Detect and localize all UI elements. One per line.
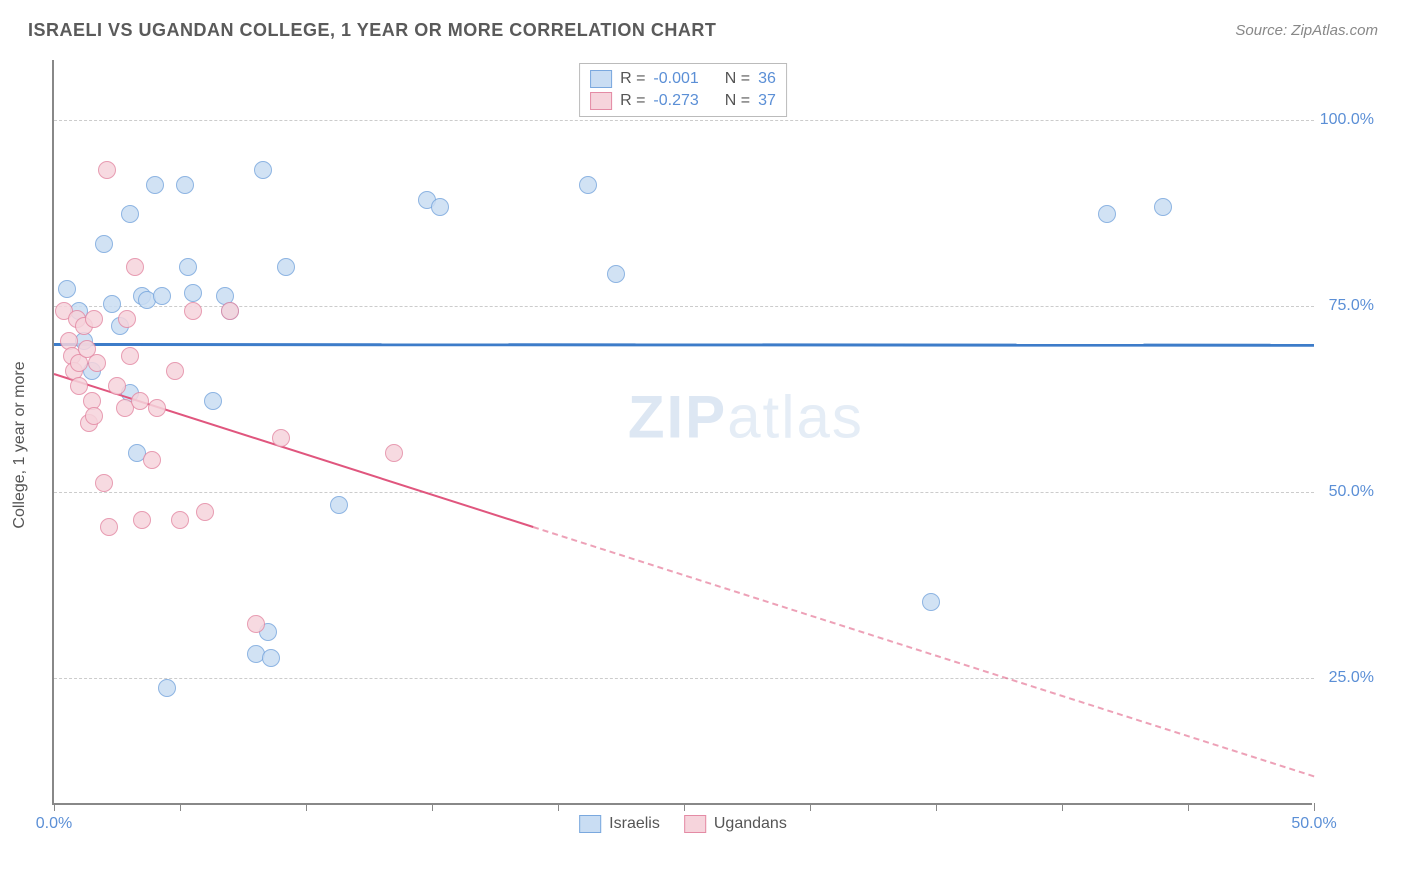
data-point <box>247 615 265 633</box>
x-tick <box>180 803 181 811</box>
legend-r-label: R = <box>620 92 645 110</box>
legend-n-label: N = <box>725 92 750 110</box>
data-point <box>85 310 103 328</box>
data-point <box>579 176 597 194</box>
y-tick-label: 50.0% <box>1329 483 1374 501</box>
data-point <box>184 284 202 302</box>
watermark-bold: ZIP <box>628 383 727 450</box>
data-point <box>131 392 149 410</box>
trendline <box>532 526 1314 777</box>
data-point <box>330 496 348 514</box>
legend-r-value: -0.001 <box>653 70 698 88</box>
data-point <box>179 258 197 276</box>
data-point <box>158 679 176 697</box>
chart-source: Source: ZipAtlas.com <box>1235 22 1378 39</box>
data-point <box>98 161 116 179</box>
data-point <box>70 377 88 395</box>
data-point <box>85 407 103 425</box>
data-point <box>95 235 113 253</box>
source-value: ZipAtlas.com <box>1291 22 1378 39</box>
legend-swatch <box>684 815 706 833</box>
data-point <box>126 258 144 276</box>
x-tick <box>1314 803 1315 811</box>
y-axis-label: College, 1 year or more <box>11 361 29 528</box>
data-point <box>121 205 139 223</box>
source-label: Source: <box>1235 22 1291 39</box>
watermark: ZIPatlas <box>628 382 864 451</box>
data-point <box>272 429 290 447</box>
x-tick <box>54 803 55 811</box>
legend-series-label: Israelis <box>609 815 660 833</box>
data-point <box>88 354 106 372</box>
legend-series: Israelis Ugandans <box>579 815 787 833</box>
legend-correlation: R = -0.001 N = 36 R = -0.273 N = 37 <box>579 63 787 117</box>
data-point <box>100 518 118 536</box>
legend-n-value: 36 <box>758 70 776 88</box>
x-tick <box>810 803 811 811</box>
data-point <box>254 161 272 179</box>
x-tick <box>1062 803 1063 811</box>
gridline <box>54 492 1314 493</box>
legend-swatch <box>579 815 601 833</box>
data-point <box>108 377 126 395</box>
data-point <box>184 302 202 320</box>
data-point <box>153 287 171 305</box>
legend-r-label: R = <box>620 70 645 88</box>
legend-r-value: -0.273 <box>653 92 698 110</box>
legend-n-value: 37 <box>758 92 776 110</box>
x-tick-label: 50.0% <box>1291 815 1336 833</box>
data-point <box>143 451 161 469</box>
y-tick-label: 75.0% <box>1329 297 1374 315</box>
data-point <box>922 593 940 611</box>
data-point <box>171 511 189 529</box>
legend-series-item: Israelis <box>579 815 660 833</box>
x-tick <box>558 803 559 811</box>
watermark-thin: atlas <box>727 383 864 450</box>
x-tick <box>432 803 433 811</box>
data-point <box>221 302 239 320</box>
x-tick <box>306 803 307 811</box>
data-point <box>196 503 214 521</box>
data-point <box>118 310 136 328</box>
chart-header: ISRAELI VS UGANDAN COLLEGE, 1 YEAR OR MO… <box>0 0 1406 51</box>
legend-row: R = -0.273 N = 37 <box>590 90 776 112</box>
data-point <box>103 295 121 313</box>
gridline <box>54 306 1314 307</box>
legend-swatch <box>590 92 612 110</box>
legend-series-label: Ugandans <box>714 815 787 833</box>
data-point <box>1154 198 1172 216</box>
legend-series-item: Ugandans <box>684 815 787 833</box>
trendline <box>54 373 533 528</box>
chart-title: ISRAELI VS UGANDAN COLLEGE, 1 YEAR OR MO… <box>28 20 716 41</box>
gridline <box>54 678 1314 679</box>
data-point <box>1098 205 1116 223</box>
data-point <box>121 347 139 365</box>
gridline <box>54 120 1314 121</box>
y-tick-label: 100.0% <box>1320 111 1374 129</box>
legend-swatch <box>590 70 612 88</box>
data-point <box>431 198 449 216</box>
plot-area: ZIPatlas R =-0.001N =36R =-0.273N =37 Is… <box>52 60 1312 805</box>
data-point <box>148 399 166 417</box>
legend-row: R = -0.001 N = 36 <box>590 68 776 90</box>
data-point <box>133 511 151 529</box>
x-tick <box>1188 803 1189 811</box>
x-tick <box>936 803 937 811</box>
data-point <box>95 474 113 492</box>
data-point <box>262 649 280 667</box>
data-point <box>607 265 625 283</box>
data-point <box>58 280 76 298</box>
legend-n-label: N = <box>725 70 750 88</box>
x-tick-label: 0.0% <box>36 815 72 833</box>
data-point <box>146 176 164 194</box>
data-point <box>277 258 295 276</box>
trendline <box>54 343 1314 347</box>
chart-container: College, 1 year or more ZIPatlas R =-0.0… <box>52 60 1382 830</box>
x-tick <box>684 803 685 811</box>
data-point <box>204 392 222 410</box>
data-point <box>176 176 194 194</box>
data-point <box>166 362 184 380</box>
y-tick-label: 25.0% <box>1329 669 1374 687</box>
data-point <box>385 444 403 462</box>
